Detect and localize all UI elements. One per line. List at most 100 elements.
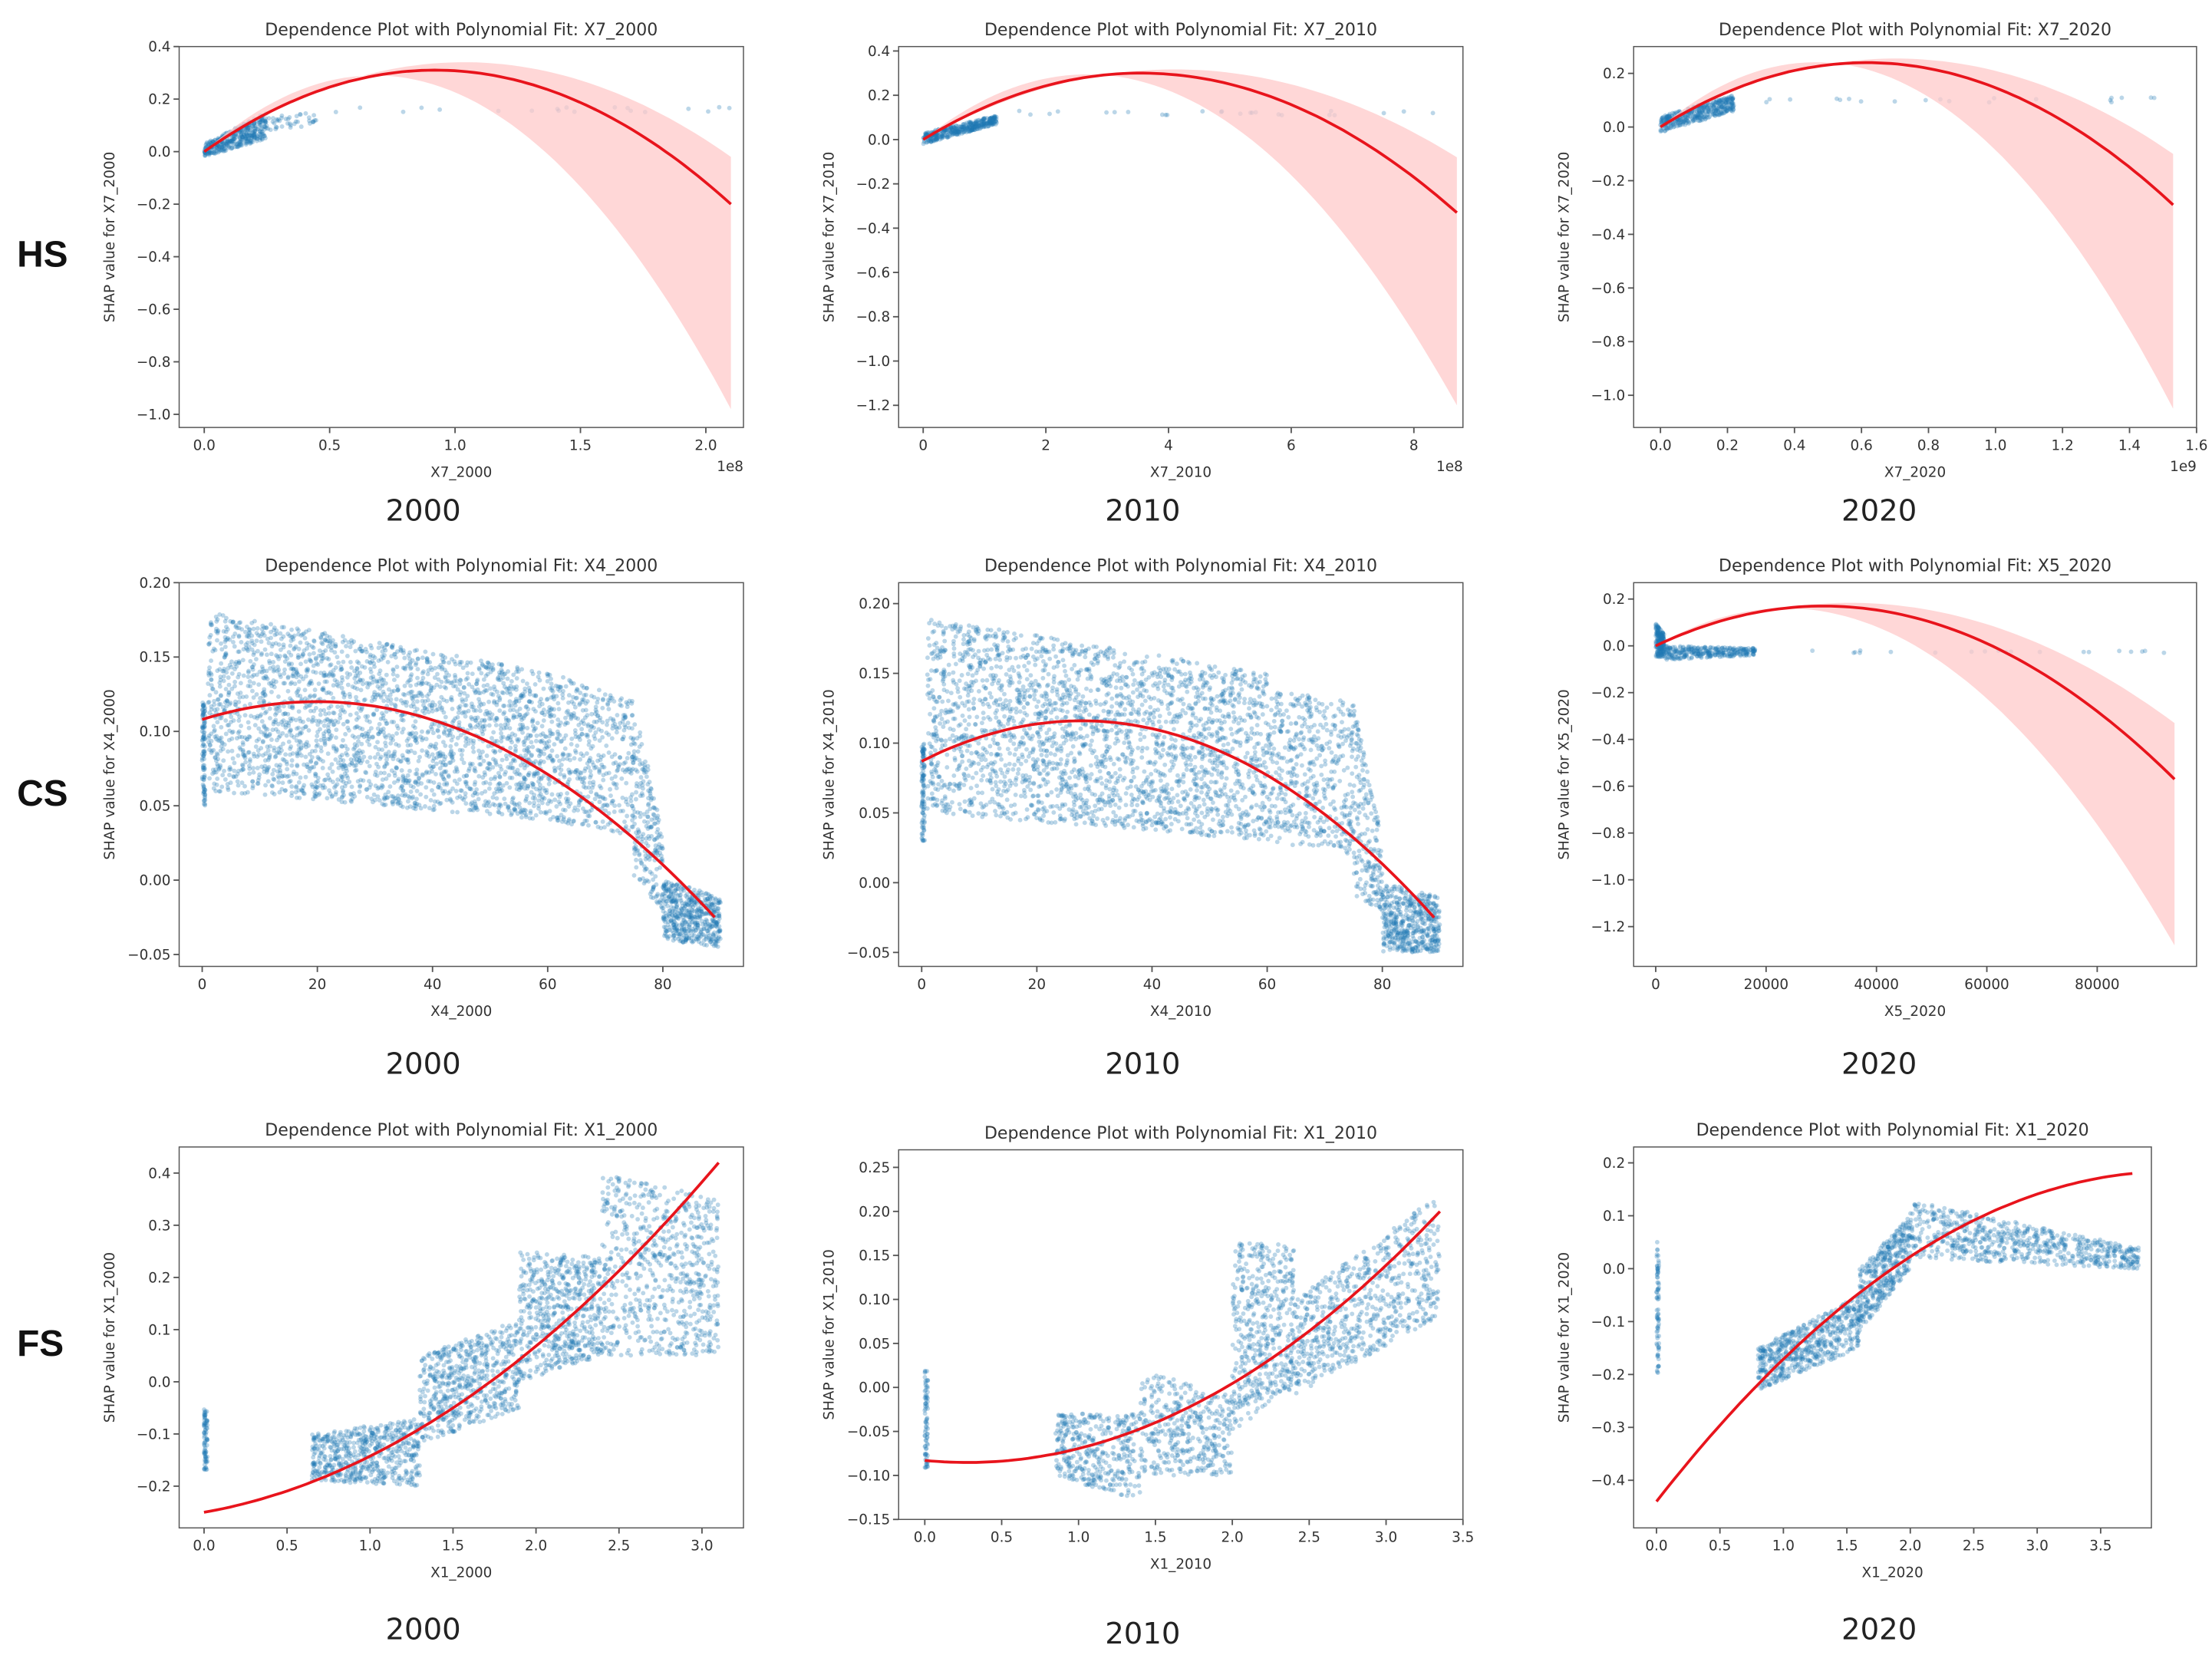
- scatter-point: [341, 793, 346, 797]
- y-tick-label: −0.4: [1591, 227, 1626, 243]
- scatter-point: [239, 724, 243, 728]
- scatter-point: [333, 783, 338, 788]
- scatter-point: [405, 758, 410, 763]
- y-tick-label: 0.4: [148, 39, 170, 55]
- scatter-point: [343, 693, 348, 697]
- scatter-point: [215, 776, 219, 781]
- scatter-point: [981, 123, 986, 127]
- scatter-point: [242, 647, 246, 651]
- confidence-band: [923, 69, 1457, 405]
- scatter-point: [375, 740, 380, 744]
- scatter-point: [207, 693, 212, 697]
- scatter-point: [481, 781, 486, 786]
- scatter-point: [538, 783, 542, 787]
- scatter-point: [219, 661, 223, 666]
- scatter-point: [341, 775, 345, 780]
- scatter-point: [602, 825, 607, 829]
- scatter-point: [462, 760, 466, 765]
- scatter-point: [1859, 99, 1864, 104]
- scatter-point: [498, 802, 503, 806]
- scatter-point: [415, 789, 420, 793]
- scatter-point: [565, 753, 570, 757]
- x-tick-label: 0: [918, 438, 928, 454]
- scatter-point: [463, 697, 468, 702]
- scatter-point: [460, 748, 465, 753]
- x-tick-label: 1.5: [569, 438, 592, 454]
- scatter-point: [489, 716, 493, 720]
- scatter-point: [640, 791, 644, 796]
- scatter-point: [600, 706, 605, 711]
- scatter-point: [550, 686, 555, 691]
- scatter-point: [632, 815, 637, 819]
- scatter-point: [314, 780, 318, 785]
- scatter-point: [231, 774, 236, 779]
- scatter-point: [269, 690, 274, 694]
- scatter-point: [263, 648, 268, 652]
- scatter-point: [269, 651, 274, 656]
- scatter-point: [304, 668, 308, 672]
- scatter-point: [212, 647, 216, 651]
- scatter-point: [223, 718, 228, 723]
- scatter-point: [520, 723, 525, 727]
- scatter-point: [480, 750, 485, 754]
- scatter-point: [523, 748, 527, 753]
- scatter-point: [236, 675, 240, 680]
- scatter-point: [267, 659, 272, 664]
- scatter-point: [612, 809, 617, 814]
- scatter-point: [322, 724, 327, 728]
- scatter-point: [389, 701, 394, 706]
- scatter-point: [355, 670, 360, 674]
- scatter-point: [400, 717, 404, 722]
- scatter-point: [501, 691, 506, 695]
- scatter-point: [450, 707, 455, 711]
- scatter-point: [424, 707, 429, 711]
- scatter-point: [513, 747, 518, 752]
- year-label: 2020: [1841, 1613, 1917, 1647]
- scatter-point: [340, 785, 344, 790]
- scatter-point: [490, 662, 495, 667]
- scatter-point: [611, 799, 615, 803]
- y-tick-label: −0.8: [856, 309, 891, 325]
- x-tick-label: 1.6: [2185, 438, 2207, 454]
- scatter-point: [1838, 97, 1842, 102]
- scatter-point: [437, 107, 442, 112]
- scatter-point: [364, 681, 369, 686]
- scatter-point: [292, 770, 296, 774]
- scatter-point: [380, 711, 384, 716]
- scatter-point: [212, 781, 216, 786]
- scatter-point: [271, 776, 275, 781]
- scatter-point: [638, 877, 642, 882]
- scatter-point: [1691, 118, 1696, 123]
- scatter-point: [585, 819, 589, 823]
- scatter-point: [200, 737, 205, 742]
- scatter-point: [505, 757, 509, 761]
- x-offset-label: 1e8: [717, 459, 743, 475]
- scatter-point: [226, 683, 231, 687]
- scatter-point: [595, 714, 600, 718]
- scatter-point: [521, 679, 526, 684]
- scatter-point: [248, 141, 252, 146]
- scatter-point: [536, 674, 541, 679]
- scatter-point: [534, 734, 539, 738]
- scatter-point: [425, 694, 430, 698]
- scatter-point: [608, 787, 612, 792]
- scatter-point: [580, 780, 585, 784]
- scatter-point: [487, 724, 492, 728]
- scatter-point: [653, 806, 658, 811]
- scatter-point: [201, 711, 206, 715]
- scatter-point: [343, 732, 348, 737]
- scatter-point: [285, 774, 289, 779]
- scatter-point: [512, 714, 516, 718]
- scatter-point: [428, 763, 433, 768]
- scatter-point: [624, 781, 628, 786]
- y-tick-label: 0.2: [868, 88, 890, 104]
- x-tick-label: 1.2: [2052, 438, 2074, 454]
- scatter-point: [623, 770, 628, 774]
- scatter-point: [546, 744, 551, 749]
- scatter-point: [383, 740, 387, 745]
- scatter-point: [547, 782, 552, 786]
- scatter-point: [473, 766, 477, 770]
- scatter-point: [578, 757, 582, 762]
- scatter-point: [423, 650, 427, 654]
- scatter-point: [489, 776, 493, 781]
